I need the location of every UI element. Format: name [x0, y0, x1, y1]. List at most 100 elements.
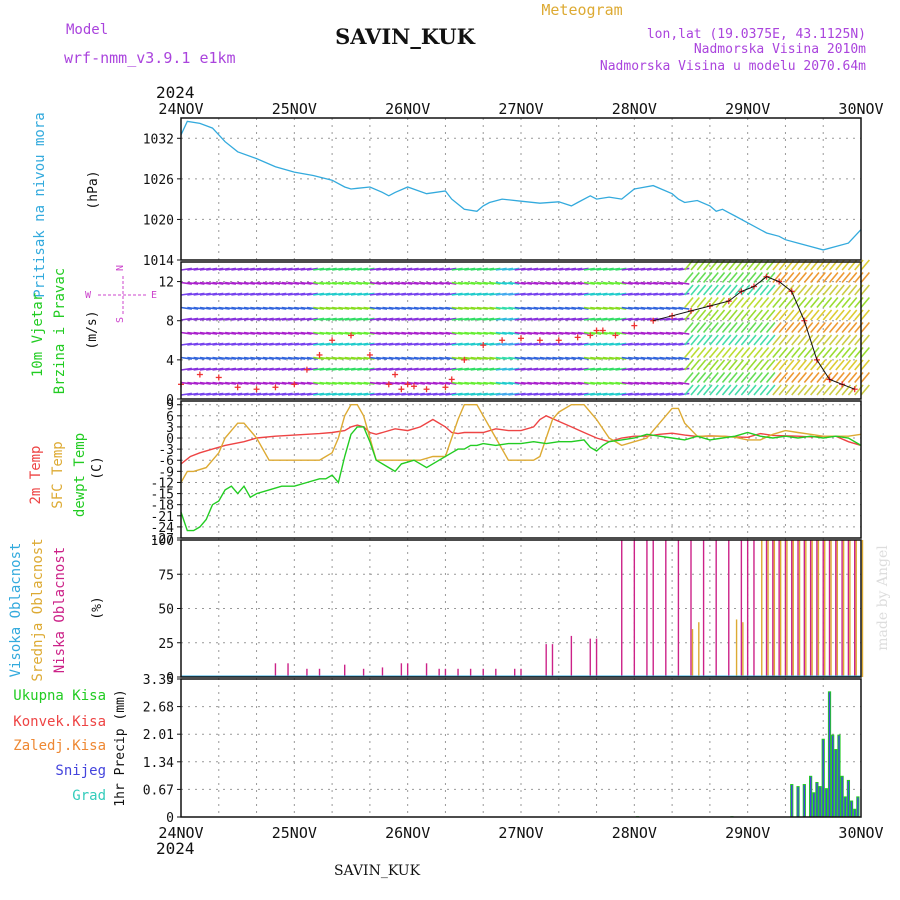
- wind-arrow: [690, 284, 700, 296]
- wind-arrow: [231, 317, 243, 321]
- wind-arrow: [602, 367, 614, 371]
- wind-arrow: [709, 347, 719, 359]
- wind-arrow: [508, 281, 520, 285]
- wind-arrow: [860, 372, 870, 384]
- wind-arrow: [363, 356, 375, 360]
- wind-arrow: [426, 317, 438, 321]
- wind-arrow: [206, 317, 218, 321]
- wind-arrow: [772, 309, 782, 321]
- wind-arrow: [501, 392, 514, 396]
- wind-arrow: [287, 342, 300, 346]
- wind-arrow: [193, 356, 205, 360]
- wind-arrow: [634, 267, 646, 271]
- wind-arrow: [331, 392, 344, 396]
- wind-arrow: [243, 392, 255, 396]
- wind-arrow: [464, 292, 476, 296]
- wind-arrow: [753, 334, 763, 346]
- wind-arrow: [696, 372, 707, 384]
- wind-arrow: [394, 317, 407, 321]
- wind-arrow: [640, 317, 652, 321]
- wind-arrow: [571, 381, 583, 385]
- wind-arrow: [583, 356, 595, 360]
- wind-arrow: [590, 381, 602, 385]
- wind-arrow: [464, 367, 476, 371]
- wind-arrow: [759, 297, 770, 309]
- wind-arrow: [715, 372, 726, 384]
- wind-arrow: [646, 331, 658, 335]
- wind-arrow: [659, 367, 671, 371]
- wind-arrow: [256, 381, 268, 385]
- wind-arrow: [740, 322, 751, 334]
- wind-arrow: [483, 306, 495, 310]
- wind-arrow: [533, 317, 545, 321]
- wind-arrow: [470, 367, 482, 371]
- wind-arrow: [753, 359, 763, 371]
- wind-arrow: [281, 392, 293, 396]
- wind-arrow: [690, 297, 700, 309]
- temp-y-tick-label: 6: [166, 410, 174, 425]
- wind-arrow: [350, 267, 363, 271]
- wind-arrow: [728, 334, 738, 346]
- wind-arrow: [671, 367, 684, 371]
- wind-arrow: [237, 267, 249, 271]
- wind-arrow: [294, 367, 306, 371]
- wind-arrow: [590, 331, 602, 335]
- wind-arrow: [621, 392, 633, 396]
- wind-arrow: [709, 359, 719, 371]
- wind-arrow: [678, 267, 690, 271]
- wind-arrow: [822, 359, 833, 371]
- wind-arrow: [369, 342, 381, 346]
- wind-arrow: [231, 306, 243, 310]
- temp-y-tick-label: -6: [158, 454, 174, 469]
- wind-arrow: [325, 381, 337, 385]
- wind-arrow: [445, 342, 457, 346]
- wind-arrow: [835, 347, 845, 359]
- wind-arrow: [401, 367, 413, 371]
- wind-arrow: [501, 292, 514, 296]
- wind-arrow: [250, 392, 262, 396]
- wind-arrow: [262, 356, 274, 360]
- wind-arrow: [325, 367, 337, 371]
- wind-arrow: [772, 284, 782, 296]
- wind-arrow: [822, 309, 833, 321]
- wind-arrow: [388, 342, 400, 346]
- wind-arrow: [250, 331, 262, 335]
- wind-arrow: [646, 306, 658, 310]
- wind-arrow: [262, 267, 274, 271]
- wind-arrow: [841, 334, 852, 346]
- wind-arrow: [615, 331, 627, 335]
- wind-arrow: [659, 281, 671, 285]
- wind-arrow: [250, 281, 262, 285]
- wind-arrow: [489, 281, 501, 285]
- wind-arrow: [470, 292, 482, 296]
- wind-arrow: [571, 392, 583, 396]
- wind-arrow: [483, 356, 495, 360]
- wind-arrow: [495, 281, 507, 285]
- wind-arrow: [313, 381, 325, 385]
- wind-arrow: [483, 392, 495, 396]
- wind-arrow: [772, 359, 782, 371]
- wind-arrow: [527, 281, 539, 285]
- wind-arrow: [350, 306, 363, 310]
- wind-arrow: [262, 367, 274, 371]
- wind-arrow: [602, 356, 614, 360]
- wind-arrow: [583, 267, 595, 271]
- wind-arrow: [206, 267, 218, 271]
- wind-arrow: [495, 317, 507, 321]
- wind-arrow: [546, 317, 558, 321]
- wind-arrow: [180, 367, 193, 371]
- wind-y-tick-label: 8: [166, 315, 174, 330]
- wind-arrow: [678, 392, 690, 396]
- wind-arrow: [577, 292, 589, 296]
- wind-arrow: [772, 297, 782, 309]
- wind-arrow: [627, 381, 640, 385]
- wind-arrow: [702, 322, 713, 334]
- wind-arrow: [193, 367, 205, 371]
- wind-arrow: [369, 392, 381, 396]
- wind-arrow: [413, 356, 425, 360]
- wind-arrow: [388, 317, 400, 321]
- wind-arrow: [281, 281, 293, 285]
- wind-arrow: [520, 306, 533, 310]
- wind-arrow: [816, 322, 826, 334]
- wind-arrow: [212, 267, 224, 271]
